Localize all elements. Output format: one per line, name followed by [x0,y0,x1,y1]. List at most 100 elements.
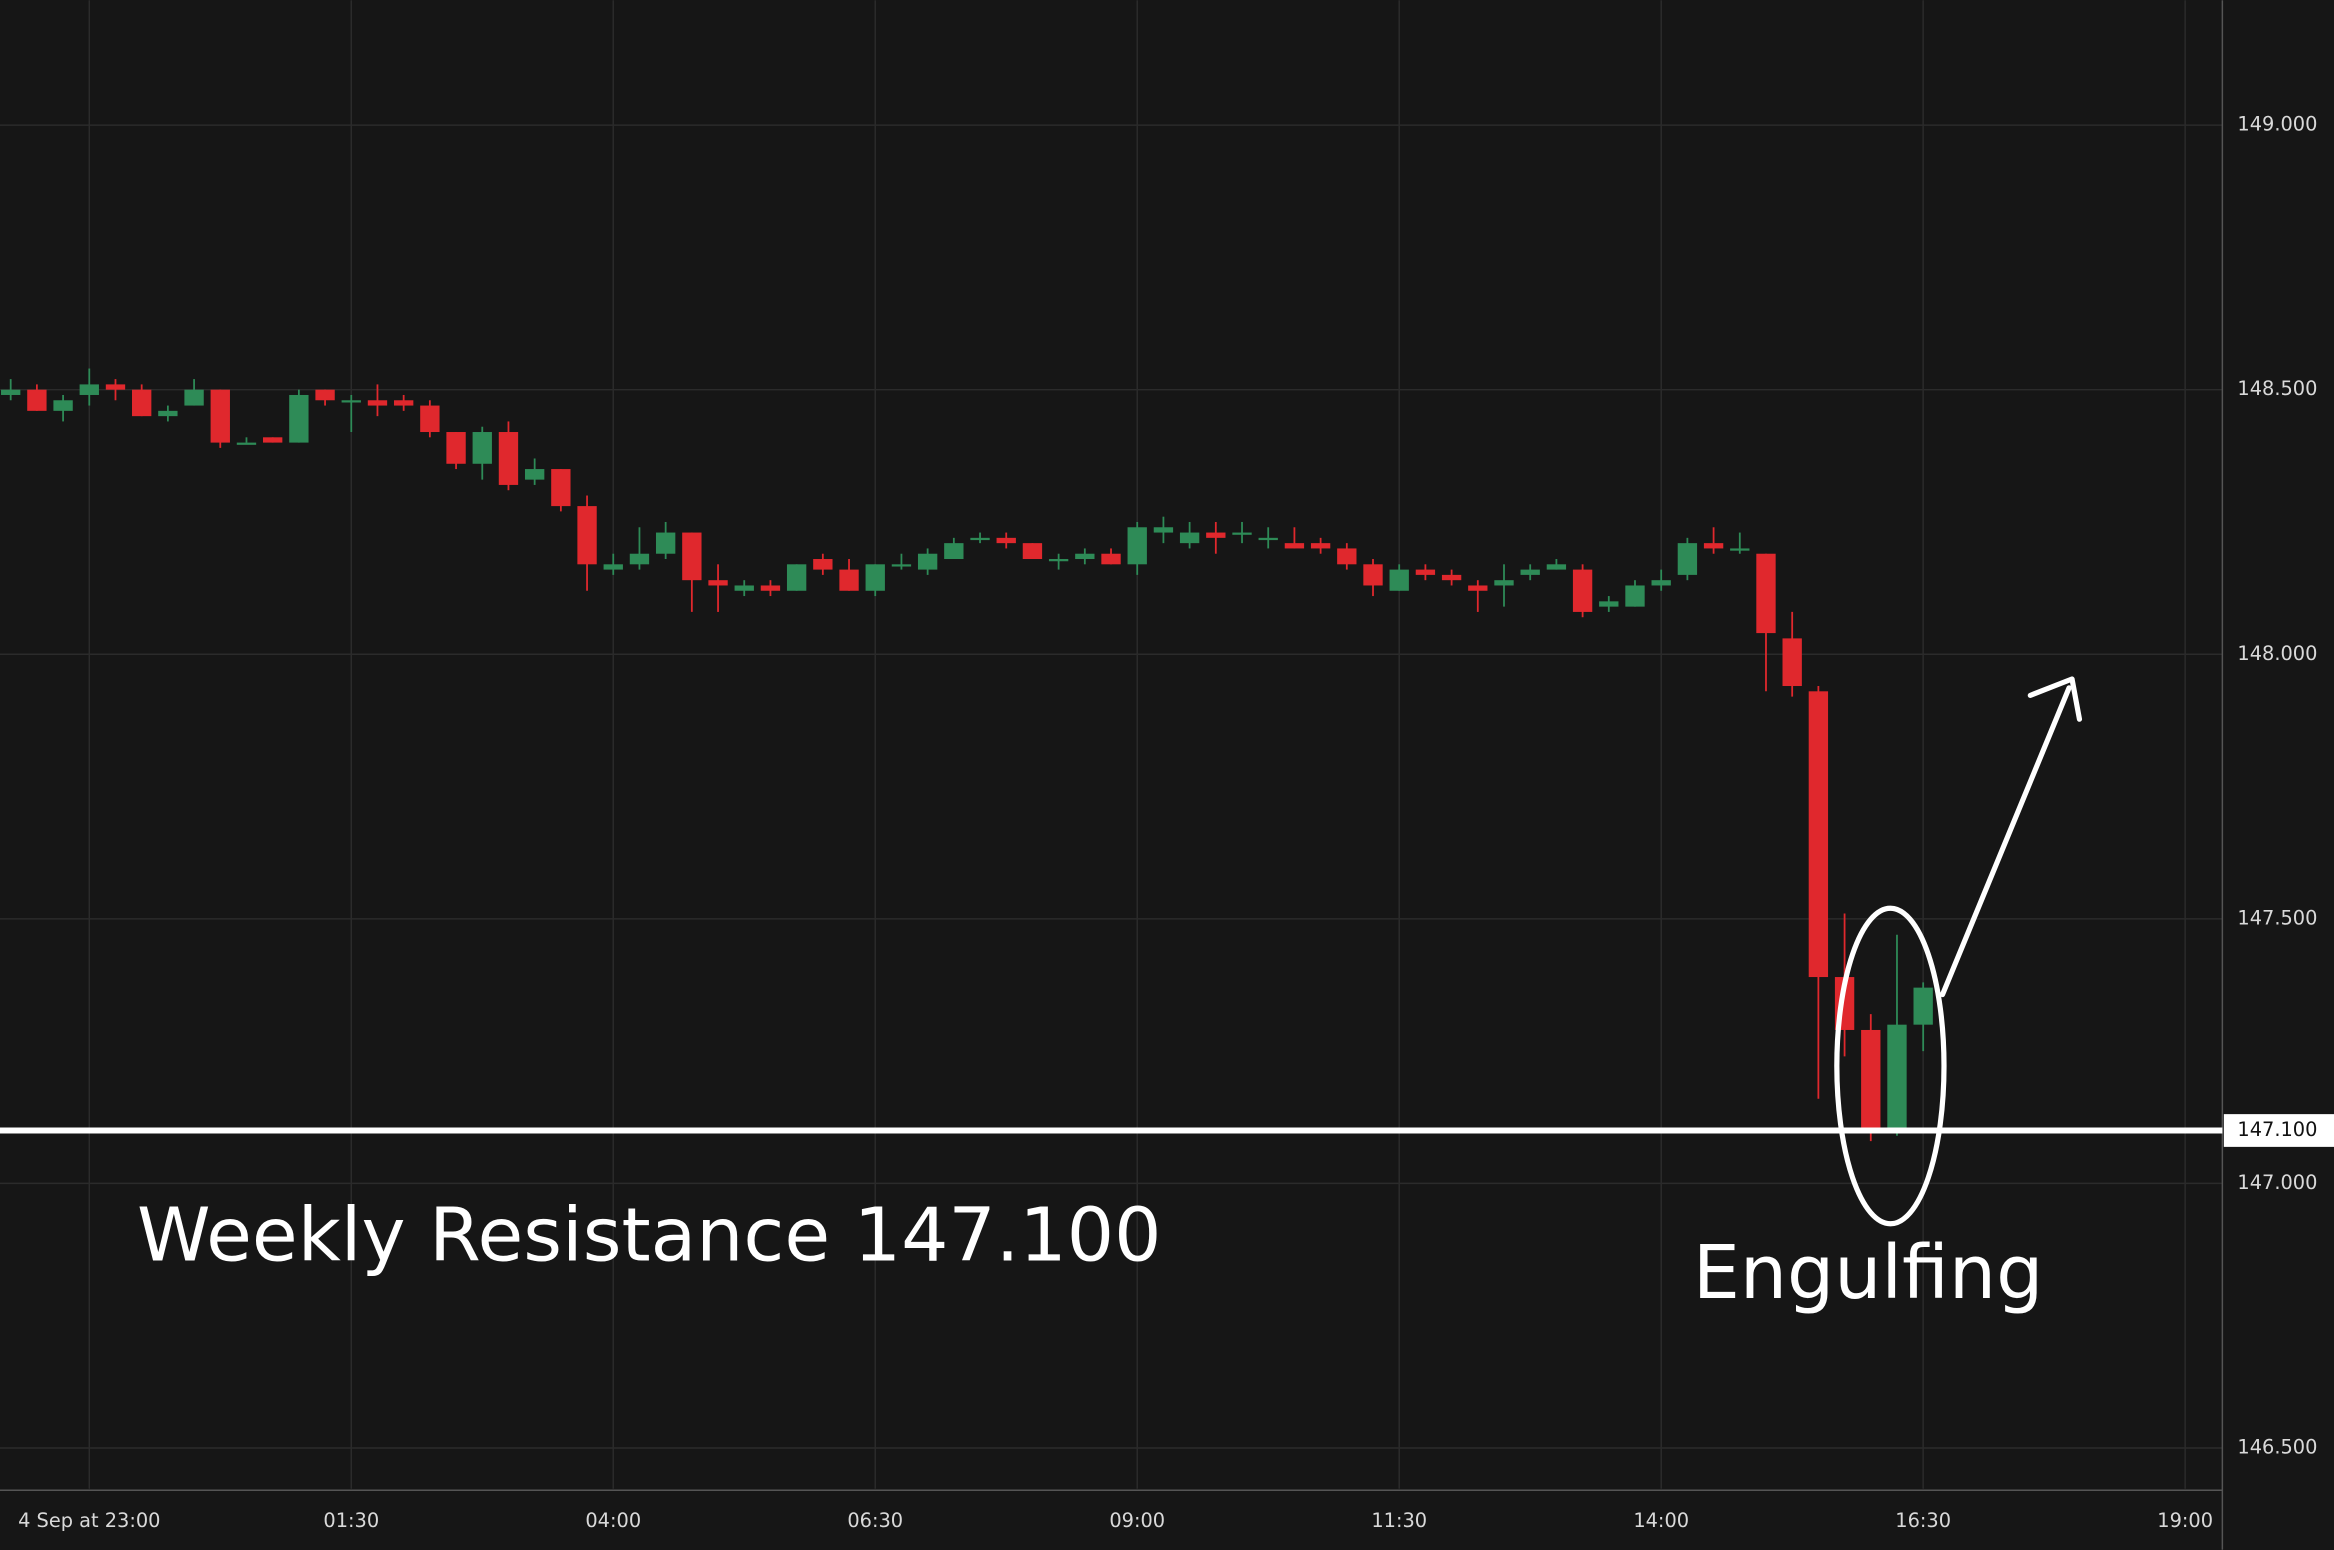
x-tick-label: 01:30 [323,1509,379,1532]
candle-body [1572,569,1593,612]
candle-body [1913,987,1933,1025]
candle-body [315,389,335,401]
candle-body [105,384,126,390]
candle-body [996,537,1016,544]
annotation: Weekly Resistance 147.100 [137,1192,1162,1279]
candle-body [1232,532,1252,535]
candle-body [420,405,440,433]
candle-body [1127,527,1147,565]
candle-body [1468,585,1488,591]
candle-body [341,400,361,403]
candle-body [917,553,938,570]
candle-body [1520,569,1540,575]
x-tick-label: 06:30 [847,1509,903,1532]
candle-body [472,432,492,464]
candle-body [210,389,230,443]
candle-body [367,400,388,406]
x-tick-label: 09:00 [1109,1509,1165,1532]
candle-body [1861,1029,1881,1131]
candle-body [682,532,702,581]
candle-body [446,432,466,464]
candle-body [629,553,650,565]
price-label-box [2223,1114,2334,1147]
x-tick-label: 16:30 [1895,1509,1951,1532]
candle-body [158,410,178,417]
candle-body [1075,553,1095,560]
x-tick-label: 19:00 [2157,1509,2213,1532]
x-tick-label: 4 Sep at 23:00 [18,1509,160,1532]
y-tick-label: 146.500 [2237,1436,2317,1459]
candle-body [53,400,73,411]
candle-body [1,389,21,395]
x-tick-label: 04:00 [585,1509,641,1532]
candle-body [1730,548,1750,551]
candle-body [1808,691,1829,978]
candle-body [1048,559,1069,562]
candle-body [184,389,204,406]
candle-body [393,400,414,406]
candle-body [1677,543,1698,575]
candle-body [708,580,728,586]
candle-body [1651,580,1671,586]
candle-body [1258,537,1278,541]
candle-body [1337,548,1357,565]
highlight-ellipse [1834,905,1947,1227]
candle-body [1284,543,1305,549]
axes: 146.500 147.000 147.500 148.000 148.500 149.0… [18,113,2317,1532]
candle-body [760,585,781,591]
grid [0,0,2223,1489]
candle-body [524,469,545,480]
candle-body [1310,543,1331,549]
y-tick-label: 148.000 [2237,642,2317,665]
y-tick-label: 149.000 [2237,113,2317,136]
candle-body [655,532,676,554]
candle-body [813,559,833,570]
candle-body [944,543,964,560]
candle-body [498,432,519,485]
candle-body [289,394,309,443]
candle-body [970,537,990,541]
candle-body [1101,553,1121,565]
candle-body [734,585,754,591]
candle-body [577,506,597,565]
price-label: 147.100 [2237,1118,2317,1141]
candle-body [551,469,571,507]
candle-body [1363,564,1383,586]
candle-body [1599,601,1619,607]
candle-body [1494,580,1514,586]
candle-body [27,389,47,411]
candle-body [1022,543,1043,560]
candles [1,368,1933,1142]
candle-body [1782,638,1802,687]
candle-body [891,564,912,567]
candle-body [839,569,859,591]
x-tick-label: 11:30 [1371,1509,1427,1532]
candle-body [1153,527,1174,533]
candle-body [262,437,283,443]
y-tick-label: 148.500 [2237,377,2317,400]
candle-body [1887,1024,1907,1131]
candle-body [132,389,152,417]
candle-body [1179,532,1200,544]
y-tick-label: 147.500 [2237,906,2317,929]
arrow [1939,676,2083,998]
candle-body [786,564,807,591]
y-tick-label: 147.000 [2237,1171,2317,1194]
candle-body [603,564,623,570]
candle-body [1415,569,1436,575]
candle-body [1625,585,1645,607]
candle-body [1546,564,1567,570]
candle-body [1389,569,1409,591]
candle-body [1756,553,1776,634]
candle-body [1703,543,1724,549]
annotation: Engulfing [1693,1229,2044,1316]
candle-body [1206,532,1226,538]
candle-body [236,442,257,445]
candle-body [1441,574,1462,581]
candle-body [865,564,885,591]
candle-body [79,384,99,395]
x-tick-label: 14:00 [1633,1509,1689,1532]
